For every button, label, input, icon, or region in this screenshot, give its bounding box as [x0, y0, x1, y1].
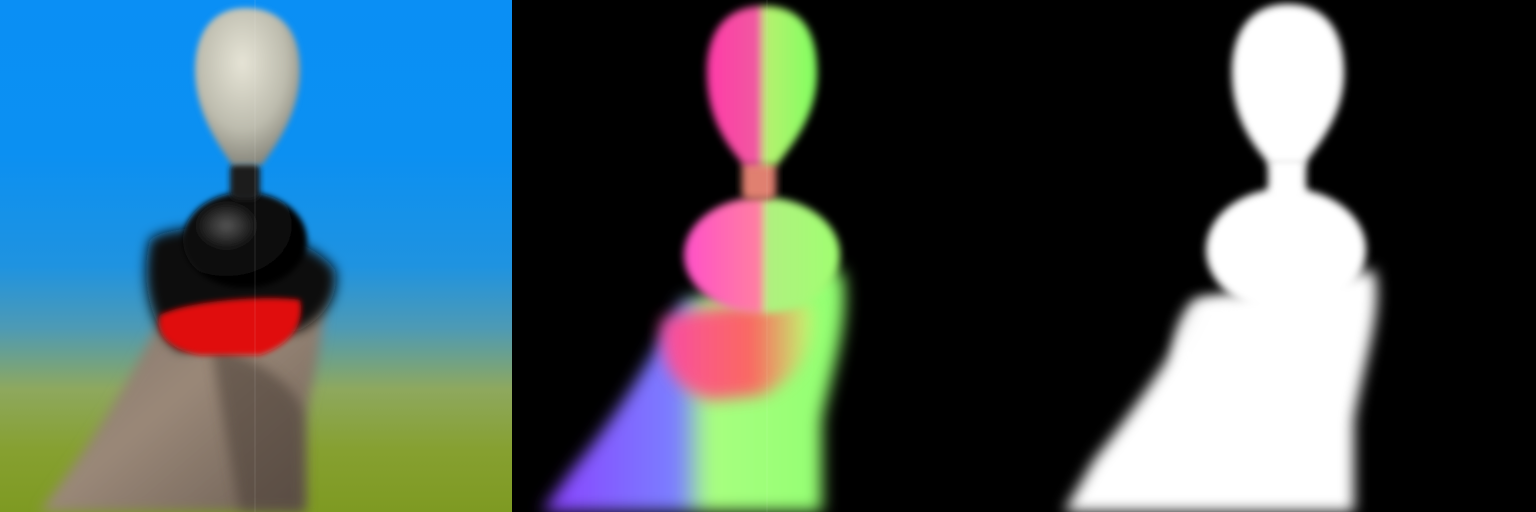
alpha-mask-panel: [1024, 0, 1536, 512]
rgb-render-image: [40, 0, 336, 512]
scarf-shape: [159, 298, 301, 355]
ball-shape: [183, 192, 307, 288]
head-shape: [195, 8, 300, 165]
alpha-mask-image: [1064, 4, 1377, 512]
normal-map-panel: [512, 0, 1024, 512]
normal-map-image: [542, 0, 845, 512]
rgb-render-panel: [0, 0, 512, 512]
neck-shape: [230, 162, 260, 200]
